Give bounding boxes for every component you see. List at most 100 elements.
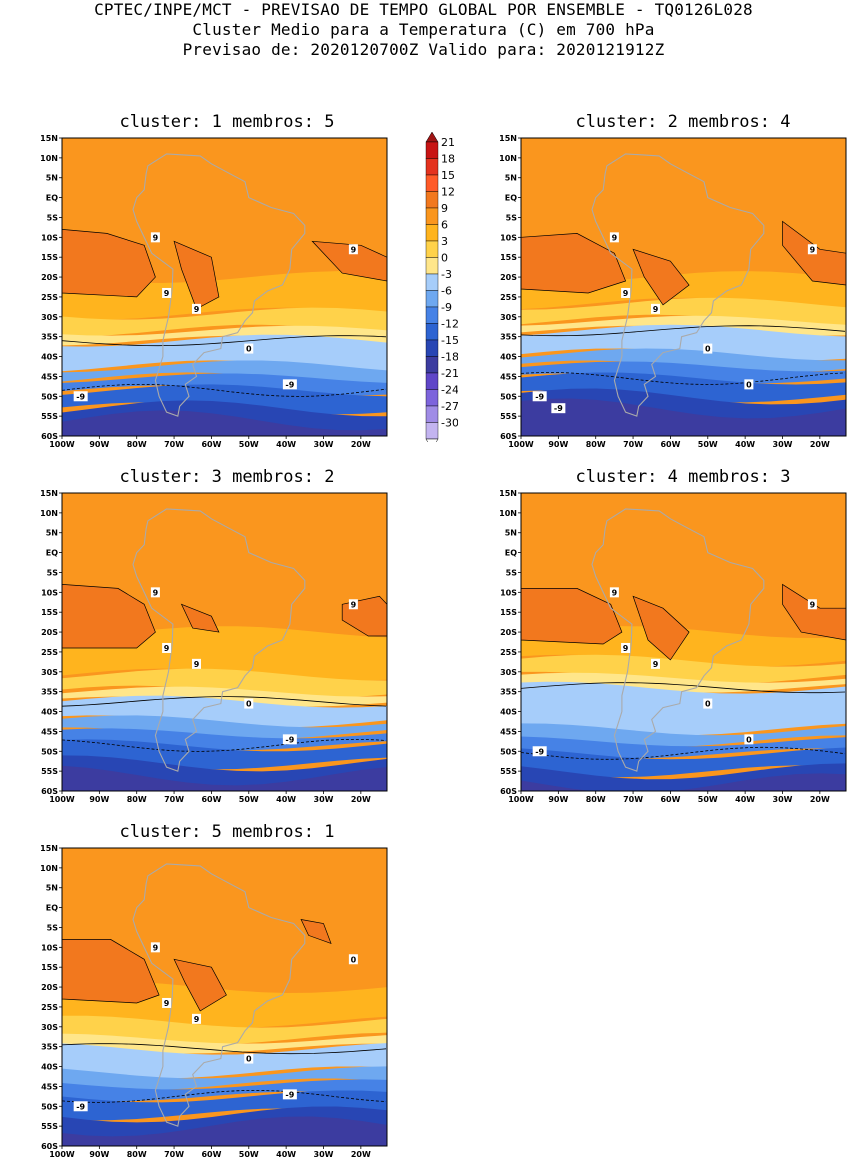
contour-label: 9 <box>164 644 170 653</box>
contour-label-bg <box>807 244 817 255</box>
contour-0 <box>62 335 387 347</box>
colorbar-label: 18 <box>441 153 455 166</box>
colorbar-label: 21 <box>441 136 455 149</box>
colorbar-swatch <box>425 224 439 242</box>
lat-tick-label: EQ <box>505 549 517 558</box>
lon-tick-label: 50W <box>239 440 259 449</box>
colorbar-label: 6 <box>441 219 448 232</box>
colorbar-label: -24 <box>441 384 458 397</box>
map-frame <box>61 847 388 1147</box>
lat-tick-label: 15N <box>40 844 58 853</box>
lat-tick-label: 45S <box>41 1082 58 1091</box>
lat-tick-label: 35S <box>500 688 517 697</box>
lat-tick-label: 50S <box>41 392 58 401</box>
contour-label: 9 <box>653 305 659 314</box>
lat-tick-label: EQ <box>46 549 58 558</box>
contour-label: 9 <box>810 600 816 609</box>
lon-tick-label: 90W <box>89 795 109 804</box>
colorbar-bottom-arrow <box>425 438 439 442</box>
contour-label-bg <box>609 232 619 243</box>
lon-tick-label: 90W <box>548 440 568 449</box>
colorbar-swatch <box>425 141 439 159</box>
field-m12-m9 <box>62 1090 387 1121</box>
warm-blob-east <box>782 583 846 641</box>
contour-label: 9 <box>653 660 659 669</box>
warm-blob-west <box>62 229 156 298</box>
lat-tick-label: 50S <box>41 747 58 756</box>
lat-tick-label: 10N <box>499 154 517 163</box>
lat-tick-label: EQ <box>46 194 58 203</box>
lat-tick-label: 45S <box>500 372 517 381</box>
field-m3-0 <box>62 1043 387 1079</box>
lon-tick-label: 40W <box>276 795 296 804</box>
lat-tick-label: 5N <box>46 174 58 183</box>
field-3-6 <box>62 307 387 337</box>
field-3-6 <box>62 1015 387 1045</box>
colorbar-top-arrow <box>425 132 439 143</box>
header-line-1: CPTEC/INPE/MCT - PREVISAO DE TEMPO GLOBA… <box>94 0 753 19</box>
lon-tick-label: 80W <box>127 440 147 449</box>
contour-label: -9 <box>285 735 294 744</box>
contour-label-bg <box>73 1101 88 1112</box>
lat-tick-label: 15S <box>41 963 58 972</box>
lat-tick-label: 50S <box>41 1102 58 1111</box>
lat-tick-label: 35S <box>41 333 58 342</box>
lon-tick-label: 60W <box>660 440 680 449</box>
lon-tick-label: 50W <box>698 440 718 449</box>
lat-tick-label: 40S <box>500 353 517 362</box>
warm-blob-continent <box>632 248 690 306</box>
contour-label-bg <box>150 232 160 243</box>
lon-tick-label: 70W <box>623 795 643 804</box>
contour-label-bg <box>244 1053 254 1064</box>
field-m12-m9 <box>62 384 387 415</box>
contour-label-bg <box>162 997 172 1008</box>
contour-label-bg <box>744 734 754 745</box>
lat-tick-label: 55S <box>500 767 517 776</box>
lon-tick-label: 30W <box>314 1150 334 1159</box>
lat-tick-label: 35S <box>500 333 517 342</box>
field-0-3 <box>521 672 846 693</box>
lon-tick-label: 30W <box>773 795 793 804</box>
contour-label: 0 <box>246 1055 252 1064</box>
lon-tick-label: 100W <box>508 440 534 449</box>
contour-label: 0 <box>246 345 252 354</box>
lat-tick-label: 15S <box>41 253 58 262</box>
contour-label: -9 <box>285 380 294 389</box>
field-m3-0 <box>521 681 846 736</box>
colorbar-label: -30 <box>441 417 458 430</box>
field-m9-m6 <box>62 373 387 396</box>
lat-tick-label: EQ <box>505 194 517 203</box>
lat-tick-label: 5S <box>47 923 59 932</box>
contour-label-bg <box>532 391 547 402</box>
lon-tick-label: 100W <box>508 795 534 804</box>
colorbar-swatch <box>425 191 439 209</box>
warm-blob-west <box>62 939 160 1004</box>
lat-tick-label: 40S <box>500 708 517 717</box>
field-m6-m3 <box>62 715 387 740</box>
lat-tick-label: EQ <box>46 904 58 913</box>
lon-tick-label: 90W <box>89 440 109 449</box>
colorbar-label: -21 <box>441 367 458 380</box>
lon-tick-label: 100W <box>49 440 75 449</box>
lat-tick-label: 5N <box>505 174 517 183</box>
lat-tick-label: 10N <box>499 509 517 518</box>
lat-tick-label: 40S <box>41 353 58 362</box>
field-m3-0 <box>62 695 387 728</box>
south-america-outline <box>591 153 765 417</box>
lat-tick-label: 5S <box>47 213 59 222</box>
contour-label: 9 <box>153 943 159 952</box>
cluster-3-map: 9 9 9 9 0 -9 15N 10N 5N EQ 5S 10S 15S 20S 25S 30S 35S 40S… <box>40 489 388 804</box>
contour-label: 9 <box>623 289 629 298</box>
field-0-3 <box>62 325 387 346</box>
colorbar: 21 18 15 12 9 6 3 0 -3 -6 -9 -12 -15 -18 -21 -24 -27 -30 <box>425 132 458 442</box>
warm-blob-west <box>521 233 627 294</box>
lat-tick-label: 30S <box>41 313 58 322</box>
lon-tick-label: 70W <box>164 795 184 804</box>
lat-tick-label: 10N <box>40 509 58 518</box>
contour-label-bg <box>807 599 817 610</box>
contour-label-bg <box>609 587 619 598</box>
contour-label-bg <box>191 658 201 669</box>
cluster-3-title: cluster: 3 membros: 2 <box>119 467 335 487</box>
lat-tick-label: 60S <box>500 432 517 441</box>
contour-label-bg <box>162 642 172 653</box>
